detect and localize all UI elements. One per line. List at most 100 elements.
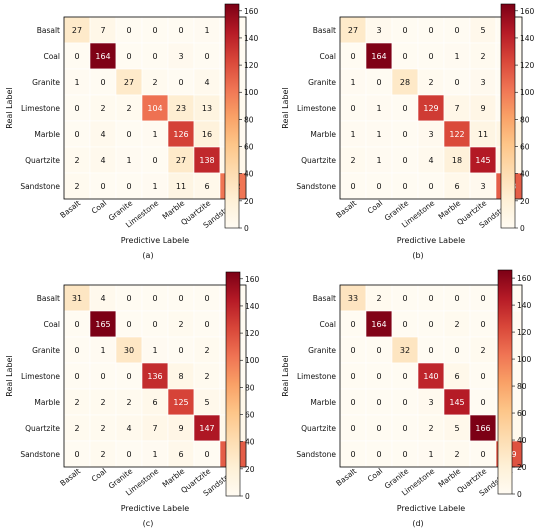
cell-value-label: 0 bbox=[204, 52, 209, 61]
colorbar-tick-label: 40 bbox=[245, 438, 255, 447]
matrix-cell bbox=[63, 16, 91, 44]
matrix-cell bbox=[365, 414, 393, 442]
matrix-cell bbox=[417, 94, 445, 122]
matrix-cell bbox=[89, 146, 117, 174]
matrix-cell bbox=[339, 362, 367, 390]
cell-value-label: 2 bbox=[480, 52, 485, 61]
y-tick-label: Marble bbox=[310, 398, 336, 407]
y-tick-label: Quartzite bbox=[25, 156, 60, 165]
cell-value-label: 0 bbox=[402, 398, 407, 407]
cell-value-label: 4 bbox=[126, 424, 131, 433]
cell-value-label: 0 bbox=[126, 372, 131, 381]
matrix-cell bbox=[339, 172, 367, 200]
y-tick-label: Marble bbox=[34, 130, 60, 139]
matrix-cell bbox=[443, 68, 471, 96]
cell-value-label: 1 bbox=[126, 156, 131, 165]
matrix-cell bbox=[365, 336, 393, 364]
x-tick-label: Basalt bbox=[334, 198, 358, 219]
matrix-cell bbox=[115, 68, 143, 96]
cell-value-label: 0 bbox=[402, 104, 407, 113]
cell-value-label: 0 bbox=[152, 26, 157, 35]
cell-value-label: 2 bbox=[204, 372, 209, 381]
matrix-cell bbox=[115, 414, 143, 442]
cell-value-label: 3 bbox=[428, 398, 433, 407]
cell-value-label: 2 bbox=[204, 346, 209, 355]
y-tick-label: Sandstone bbox=[296, 182, 336, 191]
cell-value-label: 0 bbox=[350, 104, 355, 113]
y-tick-label: Granite bbox=[308, 346, 336, 355]
matrix-cell bbox=[417, 68, 445, 96]
cell-value-label: 0 bbox=[428, 182, 433, 191]
cell-value-label: 147 bbox=[199, 424, 214, 433]
cell-value-label: 3 bbox=[178, 52, 183, 61]
matrix-cell bbox=[417, 362, 445, 390]
colorbar-tick-label: 80 bbox=[517, 382, 527, 391]
cell-value-label: 165 bbox=[95, 320, 110, 329]
matrix-cell bbox=[391, 310, 419, 338]
matrix-cell bbox=[89, 310, 117, 338]
cell-value-label: 1 bbox=[428, 450, 433, 459]
cell-value-label: 4 bbox=[428, 156, 433, 165]
matrix-cell bbox=[63, 284, 91, 312]
cell-value-label: 0 bbox=[428, 320, 433, 329]
panel-label: (b) bbox=[412, 251, 423, 260]
cell-value-label: 7 bbox=[100, 26, 105, 35]
cell-value-label: 6 bbox=[454, 372, 459, 381]
cell-value-label: 0 bbox=[376, 450, 381, 459]
matrix-cell bbox=[193, 336, 221, 364]
cell-value-label: 3 bbox=[480, 78, 485, 87]
matrix-cell bbox=[469, 68, 497, 96]
colorbar-tick-label: 140 bbox=[520, 34, 535, 43]
cell-value-label: 1 bbox=[152, 182, 157, 191]
colorbar-tick-label: 80 bbox=[520, 115, 530, 124]
panel-label: (c) bbox=[143, 519, 154, 528]
cell-value-label: 0 bbox=[126, 130, 131, 139]
matrix-cell bbox=[365, 284, 393, 312]
cell-value-label: 164 bbox=[95, 52, 110, 61]
matrix-cell bbox=[469, 284, 497, 312]
colorbar-tick-label: 140 bbox=[517, 301, 532, 310]
cell-value-label: 6 bbox=[152, 398, 157, 407]
matrix-cell bbox=[115, 336, 143, 364]
matrix-cell bbox=[365, 120, 393, 148]
matrix-cell bbox=[89, 16, 117, 44]
colorbar bbox=[225, 271, 241, 497]
cell-value-label: 1 bbox=[100, 346, 105, 355]
matrix-cell bbox=[469, 310, 497, 338]
cell-value-label: 0 bbox=[402, 450, 407, 459]
matrix-cell bbox=[469, 146, 497, 174]
cell-value-label: 2 bbox=[350, 156, 355, 165]
colorbar-tick-label: 100 bbox=[244, 88, 259, 97]
colorbar-tick-label: 160 bbox=[245, 275, 260, 284]
matrix-cell bbox=[365, 310, 393, 338]
matrix-cell bbox=[443, 388, 471, 416]
matrix-cell bbox=[141, 120, 169, 148]
matrix-cell bbox=[89, 440, 117, 468]
y-tick-label: Coal bbox=[43, 320, 60, 329]
y-tick-label: Marble bbox=[310, 130, 336, 139]
colorbar-tick-label: 40 bbox=[520, 170, 530, 179]
cell-value-label: 0 bbox=[376, 398, 381, 407]
cell-value-label: 2 bbox=[454, 320, 459, 329]
cell-value-label: 4 bbox=[100, 156, 105, 165]
confusion-matrix-panel: 2730005001640012010282030010129790110312… bbox=[281, 3, 535, 260]
colorbar-tick-label: 100 bbox=[245, 356, 260, 365]
matrix-cell bbox=[469, 42, 497, 70]
matrix-cell bbox=[141, 414, 169, 442]
cell-value-label: 126 bbox=[173, 130, 188, 139]
cell-value-label: 0 bbox=[350, 346, 355, 355]
matrix-cell bbox=[417, 388, 445, 416]
matrix-cell bbox=[115, 42, 143, 70]
matrix-cell bbox=[167, 310, 195, 338]
cell-value-label: 0 bbox=[350, 52, 355, 61]
cell-value-label: 0 bbox=[126, 450, 131, 459]
matrix-cell bbox=[141, 310, 169, 338]
cell-value-label: 2 bbox=[74, 424, 79, 433]
matrix-cell bbox=[193, 284, 221, 312]
matrix-cell bbox=[339, 310, 367, 338]
colorbar-tick-label: 120 bbox=[244, 61, 259, 70]
cell-value-label: 0 bbox=[152, 294, 157, 303]
y-tick-label: Granite bbox=[308, 78, 336, 87]
cell-value-label: 2 bbox=[454, 450, 459, 459]
cell-value-label: 138 bbox=[199, 156, 214, 165]
